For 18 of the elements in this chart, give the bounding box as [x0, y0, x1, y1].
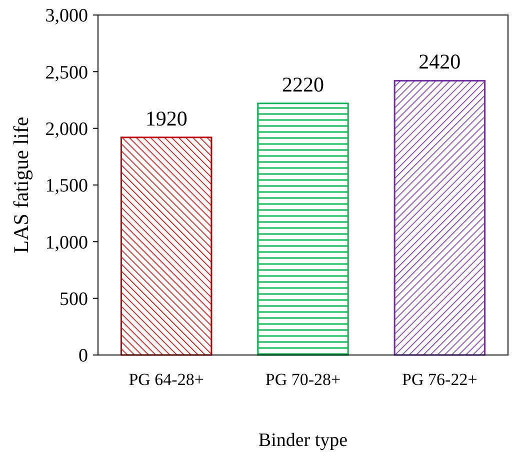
- bar: [120, 136, 212, 356]
- x-axis-title: Binder type: [258, 430, 348, 451]
- y-tick-label: 500: [60, 288, 88, 310]
- y-axis-title: LAS fatigue life: [9, 116, 33, 254]
- y-tick-label: 2,000: [45, 118, 88, 140]
- y-tick-label: 2,500: [45, 62, 88, 84]
- data-label: 2220: [282, 72, 324, 96]
- y-tick-label: 1,000: [45, 232, 88, 254]
- x-tick-label: PG 70-28+: [265, 370, 341, 389]
- data-label: 2420: [418, 50, 461, 74]
- bar: [257, 102, 349, 356]
- y-tick-label: 0: [78, 346, 88, 367]
- y-tick-label: 1,500: [45, 176, 88, 197]
- x-tick-label: PG 64-28+: [128, 370, 204, 389]
- bar: [394, 80, 486, 356]
- y-tick-label: 3,000: [45, 6, 88, 27]
- x-tick-label: PG 76-22+: [402, 370, 478, 389]
- data-label: 1920: [145, 106, 188, 130]
